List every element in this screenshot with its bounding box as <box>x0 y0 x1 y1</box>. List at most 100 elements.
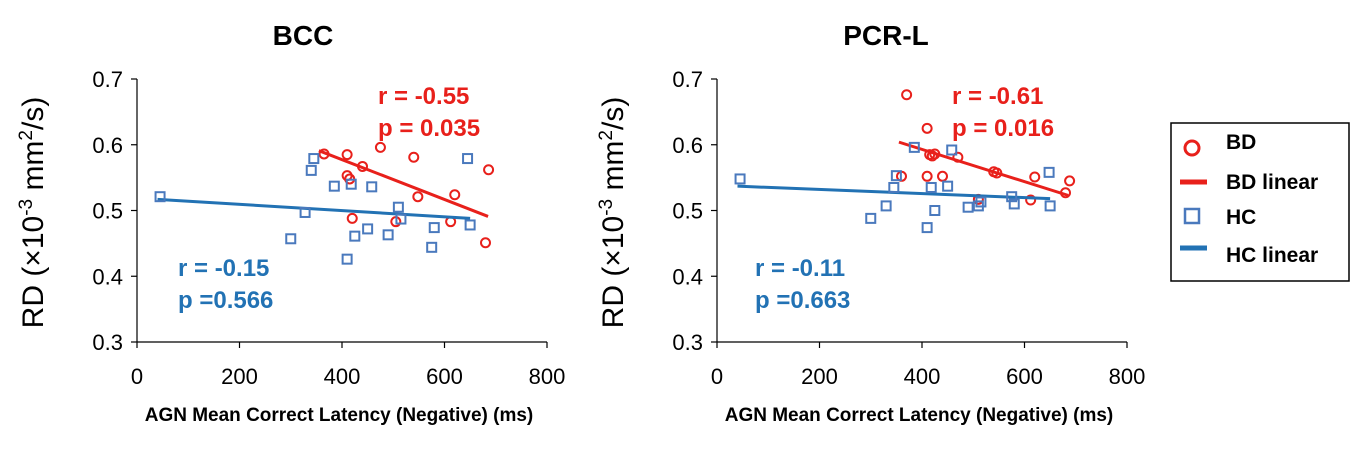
bd-point <box>374 141 386 153</box>
y-axis-label-part: mm <box>17 141 50 199</box>
chart-title: PCR-L <box>843 20 929 51</box>
hc-p-stat: p =0.566 <box>178 287 273 314</box>
bd-point <box>412 191 424 203</box>
x-tick-label: 200 <box>801 364 838 389</box>
hc-point <box>362 223 374 235</box>
y-tick-label: 0.4 <box>92 264 123 289</box>
bd-point <box>901 89 913 101</box>
hc-point <box>962 201 974 213</box>
hc-point <box>328 180 340 192</box>
bd-point <box>1029 171 1041 183</box>
x-axis-label: AGN Mean Correct Latency (Negative) (ms) <box>145 405 534 426</box>
x-tick-label: 600 <box>1006 364 1043 389</box>
hc-point <box>942 180 954 192</box>
hc-point <box>299 206 311 218</box>
legend-hc-marker <box>1183 207 1201 225</box>
hc-point <box>946 144 958 156</box>
bd-r-stat: r = -0.55 <box>378 83 469 110</box>
bd-point <box>480 237 491 249</box>
y-tick-label: 0.5 <box>672 199 703 224</box>
hc-r-stat: r = -0.11 <box>755 255 845 282</box>
bd-point <box>926 150 938 162</box>
legend-box <box>1170 122 1350 282</box>
y-tick-label: 0.6 <box>92 133 123 158</box>
hc-point <box>305 164 317 176</box>
y-tick-label: 0.5 <box>92 199 123 224</box>
hc-p-stat: p =0.663 <box>755 287 850 314</box>
hc-fit-line <box>157 197 471 220</box>
bd-point <box>1025 194 1037 206</box>
y-axis-label-part: mm <box>597 141 630 199</box>
y-tick-label: 0.3 <box>672 330 703 355</box>
legend-bd-label: BD <box>1226 131 1256 154</box>
y-axis-label-part: /s) <box>17 97 50 130</box>
y-axis-label-superscript: -3 <box>596 199 617 216</box>
bd-point <box>346 212 358 224</box>
hc-point <box>464 219 476 231</box>
hc-point <box>1006 191 1018 203</box>
bd-point <box>341 149 353 161</box>
bd-point <box>929 148 941 160</box>
x-tick-label: 800 <box>529 364 566 389</box>
bd-point <box>991 167 1003 179</box>
hc-point <box>890 170 902 182</box>
y-tick-label: 0.3 <box>92 330 123 355</box>
hc-point <box>908 141 920 153</box>
hc-point <box>880 200 892 212</box>
chart-0: BCC 0.3 0.4 0.5 0.6 0.7 0 200 400 600 800 AGN Mean … <box>16 20 565 426</box>
legend-bd-linear-label: BD linear <box>1226 171 1318 194</box>
x-tick-label: 0 <box>711 364 723 389</box>
y-tick-label: 0.6 <box>672 133 703 158</box>
hc-point <box>426 241 438 253</box>
bd-point <box>1064 175 1076 187</box>
hc-point <box>1044 200 1056 212</box>
y-axis-label-part: RD (×10 <box>17 216 50 329</box>
y-axis-label-part: /s) <box>597 97 630 130</box>
x-tick-label: 400 <box>904 364 941 389</box>
hc-point <box>382 229 394 241</box>
y-axis-label-superscript: 2 <box>596 130 617 141</box>
hc-point <box>285 233 297 245</box>
hc-point <box>345 178 357 190</box>
chart-title: BCC <box>273 20 334 51</box>
x-tick-label: 0 <box>131 364 143 389</box>
y-axis-label: RD (×10-3 mm2/s) <box>16 97 50 329</box>
bd-point <box>449 189 461 201</box>
legend-hc-linear-label: HC linear <box>1226 244 1318 267</box>
hc-point <box>734 173 746 185</box>
hc-point <box>341 253 353 265</box>
hc-point <box>366 181 378 193</box>
y-tick-label: 0.4 <box>672 264 703 289</box>
hc-point <box>395 213 407 225</box>
hc-point <box>154 191 166 203</box>
bd-fit-line <box>898 140 1069 197</box>
y-axis-label-superscript: 2 <box>16 130 37 141</box>
x-axis-label: AGN Mean Correct Latency (Negative) (ms) <box>725 405 1114 426</box>
bd-point <box>1060 187 1071 199</box>
x-tick-label: 800 <box>1109 364 1146 389</box>
hc-point <box>921 222 933 234</box>
hc-point <box>975 196 987 208</box>
hc-r-stat: r = -0.15 <box>178 255 269 282</box>
hc-point <box>929 205 941 216</box>
bd-p-stat: p = 0.016 <box>952 115 1054 142</box>
hc-point <box>349 230 361 242</box>
hc-point <box>888 181 900 193</box>
y-axis-label: RD (×10-3 mm2/s) <box>596 97 630 329</box>
y-tick-label: 0.7 <box>92 67 123 92</box>
bd-point <box>952 151 964 163</box>
bd-point <box>483 164 495 176</box>
y-tick-label: 0.7 <box>672 67 703 92</box>
bd-point <box>921 122 933 134</box>
hc-point <box>392 201 404 213</box>
chart-1: PCR-L 0.3 0.4 0.5 0.6 0.7 0 200 400 600 800 AGN Mea… <box>596 20 1145 426</box>
x-tick-label: 400 <box>324 364 361 389</box>
bd-point <box>937 170 948 182</box>
legend-hc-label: HC <box>1226 206 1256 229</box>
y-axis-label-superscript: -3 <box>16 199 37 216</box>
hc-point <box>1008 198 1020 210</box>
x-tick-label: 600 <box>426 364 463 389</box>
bd-point <box>357 160 368 172</box>
hc-point <box>1043 166 1055 178</box>
